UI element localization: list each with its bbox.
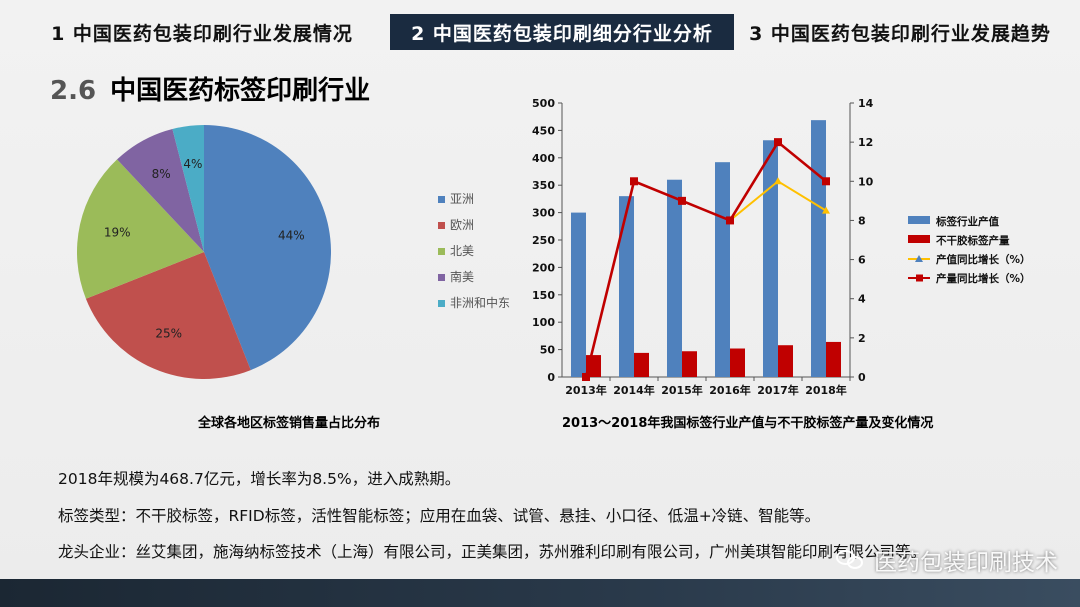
line-point-value-growth <box>822 206 830 214</box>
pie-slice-4 <box>172 125 204 252</box>
page-title: 2.6 中国医药标签印刷行业 <box>50 70 370 107</box>
pie-legend-swatch <box>438 196 445 203</box>
line-point-output-growth <box>822 177 830 186</box>
left-tick-label: 0 <box>547 371 555 384</box>
combo-legend-label: 不干胶标签产量 <box>936 234 1010 247</box>
x-tick-label: 2013年 <box>565 383 607 397</box>
bar-output-value <box>763 140 778 377</box>
pie-data-label: 4% <box>183 157 202 171</box>
watermark: 医药包装印刷技术 <box>836 543 1058 577</box>
line-point-output-growth <box>774 138 782 147</box>
right-tick-label: 8 <box>858 214 866 227</box>
combo-legend-marker <box>915 255 923 262</box>
pie-legend-label: 南美 <box>450 269 474 284</box>
left-tick-label: 400 <box>532 152 555 165</box>
footer-band <box>0 579 1080 607</box>
bar-adhesive-output <box>778 345 793 377</box>
bar-output-value <box>619 196 634 377</box>
tab-industry-trends[interactable]: 3 中国医药包装印刷行业发展趋势 <box>749 22 1051 45</box>
line-point-value-growth <box>774 177 782 185</box>
pie-legend-label: 北美 <box>450 244 474 258</box>
left-tick-label: 300 <box>532 207 555 220</box>
combo-legend-label: 产值同比增长（%） <box>936 253 1031 266</box>
pie-slice-3 <box>117 128 204 252</box>
bar-output-value <box>571 212 586 377</box>
left-tick-label: 500 <box>532 97 555 110</box>
pie-legend-swatch <box>438 300 445 307</box>
line-point-output-growth <box>630 177 638 186</box>
left-tick-label: 250 <box>532 234 555 247</box>
right-tick-label: 12 <box>858 136 873 149</box>
right-tick-label: 6 <box>858 254 866 267</box>
left-tick-label: 200 <box>532 261 555 274</box>
combo-legend-swatch <box>908 235 930 243</box>
combo-chart-caption: 2013～2018年我国标签行业产值与不干胶标签产量及变化情况 <box>562 416 934 431</box>
combo-legend-swatch <box>908 216 930 224</box>
combo-legend-label: 标签行业产值 <box>935 215 999 228</box>
x-tick-label: 2017年 <box>757 383 799 397</box>
line-output-growth <box>584 140 827 378</box>
pie-data-label: 44% <box>278 228 305 242</box>
right-tick-label: 0 <box>858 371 866 384</box>
combo-legend-label: 产量同比增长（%） <box>936 272 1031 285</box>
line-point-output-growth <box>678 196 686 205</box>
wechat-icon <box>836 548 866 572</box>
x-tick-label: 2018年 <box>805 383 847 397</box>
pie-legend-swatch <box>438 248 445 255</box>
bar-adhesive-output <box>682 351 697 377</box>
combo-chart: 0 50 100 150 200 250 300 350 400 450 500 0 2 4 6 8 10 12 1… <box>532 97 1031 397</box>
bar-output-value <box>811 120 826 377</box>
section-tabs: 1 中国医药包装印刷行业发展情况 2 中国医药包装印刷细分行业分析 3 中国医药… <box>14 14 1066 50</box>
bar-adhesive-output <box>826 341 841 377</box>
pie-legend-label: 欧洲 <box>450 218 474 232</box>
pie-slice-2 <box>77 159 204 299</box>
left-tick-label: 100 <box>532 316 555 329</box>
x-tick-label: 2014年 <box>613 383 655 397</box>
left-tick-label: 350 <box>532 179 555 192</box>
body-line-leading-companies: 龙头企业：丝艾集团，施海纳标签技术（上海）有限公司，正美集团，苏州雅利印刷有限公… <box>58 543 927 561</box>
left-tick-label: 50 <box>540 344 556 357</box>
pie-legend-label: 非洲和中东 <box>450 295 510 310</box>
section-title-text: 中国医药标签印刷行业 <box>110 76 371 106</box>
right-tick-label: 14 <box>858 97 874 110</box>
pie-slice-1 <box>85 252 251 379</box>
pie-slice-0 <box>204 125 331 371</box>
pie-legend-label: 亚洲 <box>450 192 474 206</box>
pie-chart-caption: 全球各地区标签销售量占比分布 <box>198 416 381 431</box>
right-tick-label: 2 <box>858 332 866 345</box>
line-point-output-growth <box>582 373 590 381</box>
pie-legend-swatch <box>438 222 445 229</box>
line-point-output-growth <box>726 216 734 225</box>
bar-output-value <box>715 162 730 377</box>
body-line-label-types: 标签类型：不干胶标签，RFID标签，活性智能标签；应用在血袋、试管、悬挂、小口径… <box>58 507 821 525</box>
tab-industry-development[interactable]: 1 中国医药包装印刷行业发展情况 <box>51 22 353 45</box>
body-line-scale: 2018年规模为468.7亿元，增长率为8.5%，进入成熟期。 <box>58 470 461 488</box>
right-tick-label: 4 <box>858 293 866 306</box>
pie-data-label: 25% <box>155 327 182 341</box>
tab-segment-analysis[interactable]: 2 中国医药包装印刷细分行业分析 <box>390 14 734 50</box>
pie-legend-swatch <box>438 274 445 281</box>
pie-data-label: 19% <box>104 226 131 240</box>
watermark-text: 医药包装印刷技术 <box>874 550 1058 576</box>
combo-legend-marker <box>916 274 923 282</box>
right-tick-label: 10 <box>858 175 874 188</box>
bar-output-value <box>667 179 682 377</box>
pie-data-label: 8% <box>152 167 171 181</box>
x-tick-label: 2016年 <box>709 383 751 397</box>
bar-adhesive-output <box>730 348 745 377</box>
left-tick-label: 150 <box>532 289 555 302</box>
x-tick-label: 2015年 <box>661 383 703 397</box>
section-number: 2.6 <box>50 76 97 106</box>
left-tick-label: 450 <box>532 124 555 137</box>
bar-adhesive-output <box>634 352 649 377</box>
